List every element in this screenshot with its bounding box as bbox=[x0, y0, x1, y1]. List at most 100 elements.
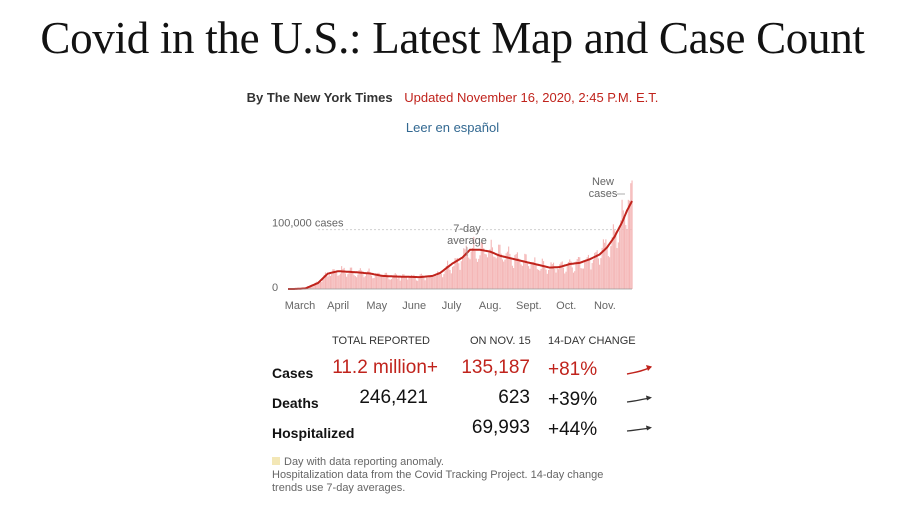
case-bar bbox=[607, 256, 609, 289]
case-bar bbox=[479, 255, 481, 289]
anomaly-legend: Day with data reporting anomaly. bbox=[272, 456, 622, 469]
case-bar bbox=[397, 278, 399, 289]
case-bar bbox=[459, 269, 461, 289]
case-bar bbox=[616, 248, 618, 289]
case-bar bbox=[399, 280, 401, 289]
case-bar bbox=[455, 258, 457, 289]
case-bar bbox=[379, 275, 381, 289]
case-bar bbox=[626, 229, 628, 289]
case-bar bbox=[480, 242, 482, 289]
case-bar bbox=[609, 257, 611, 289]
month-label: July bbox=[442, 300, 462, 312]
case-bar bbox=[319, 281, 322, 289]
case-bar bbox=[556, 268, 558, 289]
case-bar bbox=[501, 259, 503, 289]
case-bar bbox=[374, 273, 376, 289]
case-bar bbox=[428, 275, 430, 289]
case-bar bbox=[605, 239, 607, 289]
new-cases-annotation: New bbox=[592, 176, 614, 188]
case-bar bbox=[336, 271, 338, 289]
month-label: Oct. bbox=[556, 300, 576, 312]
average-annotation: 7-day bbox=[453, 223, 481, 235]
case-bar bbox=[344, 273, 346, 289]
case-bar bbox=[530, 263, 532, 289]
case-bar bbox=[468, 257, 470, 289]
case-bar bbox=[586, 257, 588, 289]
case-bar bbox=[356, 277, 358, 289]
case-bar bbox=[402, 274, 404, 289]
row-label: Deaths bbox=[272, 395, 319, 411]
case-bar bbox=[505, 253, 507, 289]
case-bar bbox=[535, 264, 537, 289]
case-bar bbox=[561, 261, 563, 289]
case-bar bbox=[597, 258, 599, 289]
case-bar bbox=[404, 277, 406, 289]
case-bar bbox=[571, 267, 573, 289]
case-bar bbox=[493, 256, 495, 289]
case-bar bbox=[481, 242, 484, 289]
trend-up-icon bbox=[626, 365, 652, 375]
case-bar bbox=[400, 277, 403, 289]
case-bar bbox=[500, 253, 502, 289]
case-bar bbox=[316, 281, 318, 289]
case-bar bbox=[357, 274, 359, 289]
case-bar bbox=[599, 264, 601, 289]
case-bar bbox=[565, 271, 567, 289]
case-bar bbox=[495, 258, 497, 289]
case-bar bbox=[403, 274, 405, 289]
case-bar bbox=[378, 272, 380, 289]
case-bar bbox=[313, 285, 315, 289]
case-bar bbox=[458, 263, 460, 289]
case-bar bbox=[622, 210, 624, 289]
header-on-date: ON NOV. 15 bbox=[470, 335, 531, 347]
cases-chart: 100,000 cases 0 March April May June July Aug. S… bbox=[272, 176, 633, 312]
case-bar bbox=[604, 242, 606, 289]
case-bar bbox=[463, 248, 465, 289]
case-bar bbox=[413, 274, 415, 289]
month-label: Aug. bbox=[479, 300, 502, 312]
case-bar bbox=[346, 276, 348, 289]
case-bar bbox=[566, 264, 568, 289]
byline: By The New York Times Updated November 1… bbox=[0, 90, 905, 105]
case-bar bbox=[627, 199, 629, 289]
case-bar bbox=[388, 279, 390, 289]
case-bar bbox=[380, 276, 383, 289]
case-bar bbox=[393, 274, 395, 289]
case-bar bbox=[425, 277, 427, 289]
case-bar bbox=[610, 246, 612, 289]
case-bar bbox=[554, 268, 556, 289]
case-bar bbox=[515, 254, 517, 289]
case-bar bbox=[351, 267, 353, 289]
case-bar bbox=[448, 266, 450, 289]
case-bar bbox=[592, 259, 594, 289]
source-note: Hospitalization data from the Covid Trac… bbox=[272, 469, 604, 494]
case-bar bbox=[405, 276, 408, 289]
case-bar bbox=[555, 272, 557, 289]
case-bar bbox=[529, 268, 531, 289]
case-bar bbox=[342, 269, 344, 289]
month-label: May bbox=[366, 300, 387, 312]
case-bar bbox=[392, 277, 394, 289]
case-bar bbox=[420, 273, 422, 289]
case-bar bbox=[366, 273, 368, 289]
case-bar bbox=[510, 258, 512, 289]
case-bar bbox=[361, 270, 363, 289]
case-bar bbox=[418, 278, 420, 289]
case-bar bbox=[439, 272, 441, 289]
language-link[interactable]: Leer en español bbox=[405, 120, 500, 135]
month-label: March bbox=[285, 300, 316, 312]
case-bar bbox=[364, 276, 366, 289]
case-bar bbox=[536, 269, 538, 289]
case-bar bbox=[457, 257, 459, 289]
case-bar bbox=[440, 273, 442, 289]
row-hospitalized: Hospitalized 69,993 +44% bbox=[272, 417, 652, 447]
case-bar bbox=[630, 183, 632, 289]
case-bar bbox=[590, 269, 592, 289]
case-bar bbox=[569, 259, 571, 289]
hospitalized-change: +44% bbox=[548, 419, 598, 440]
case-bar bbox=[539, 270, 541, 289]
case-bar bbox=[471, 248, 474, 289]
trend-up-icon bbox=[626, 425, 652, 432]
case-bar bbox=[547, 270, 550, 289]
case-bar bbox=[504, 259, 506, 289]
